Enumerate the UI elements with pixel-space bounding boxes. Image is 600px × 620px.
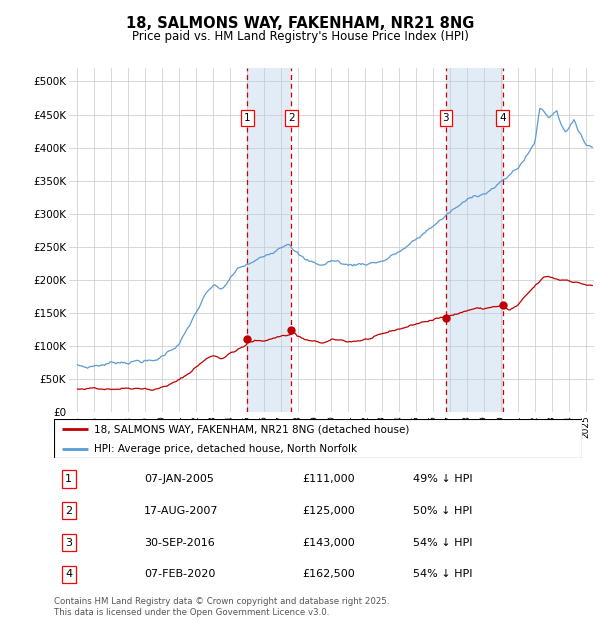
Text: Price paid vs. HM Land Registry's House Price Index (HPI): Price paid vs. HM Land Registry's House … [131, 30, 469, 43]
Text: 4: 4 [65, 569, 73, 579]
Text: 3: 3 [443, 113, 449, 123]
Text: 2: 2 [65, 506, 73, 516]
Text: 3: 3 [65, 538, 72, 547]
Text: 17-AUG-2007: 17-AUG-2007 [144, 506, 218, 516]
Text: £143,000: £143,000 [302, 538, 355, 547]
Text: Contains HM Land Registry data © Crown copyright and database right 2025.
This d: Contains HM Land Registry data © Crown c… [54, 598, 389, 617]
Text: 1: 1 [244, 113, 251, 123]
Text: £111,000: £111,000 [302, 474, 355, 484]
Text: 18, SALMONS WAY, FAKENHAM, NR21 8NG: 18, SALMONS WAY, FAKENHAM, NR21 8NG [126, 16, 474, 30]
Text: 54% ↓ HPI: 54% ↓ HPI [413, 569, 473, 579]
Bar [446, 68, 503, 412]
Bar [247, 68, 292, 412]
Text: 2: 2 [288, 113, 295, 123]
Text: 50% ↓ HPI: 50% ↓ HPI [413, 506, 472, 516]
Text: 1: 1 [65, 474, 72, 484]
Text: 18, SALMONS WAY, FAKENHAM, NR21 8NG (detached house): 18, SALMONS WAY, FAKENHAM, NR21 8NG (det… [94, 425, 409, 435]
Text: 54% ↓ HPI: 54% ↓ HPI [413, 538, 473, 547]
Text: 49% ↓ HPI: 49% ↓ HPI [413, 474, 473, 484]
Text: 07-JAN-2005: 07-JAN-2005 [144, 474, 214, 484]
Text: HPI: Average price, detached house, North Norfolk: HPI: Average price, detached house, Nort… [94, 444, 357, 454]
Text: 07-FEB-2020: 07-FEB-2020 [144, 569, 215, 579]
Text: £162,500: £162,500 [302, 569, 355, 579]
Text: 30-SEP-2016: 30-SEP-2016 [144, 538, 215, 547]
Text: 4: 4 [499, 113, 506, 123]
Text: £125,000: £125,000 [302, 506, 355, 516]
